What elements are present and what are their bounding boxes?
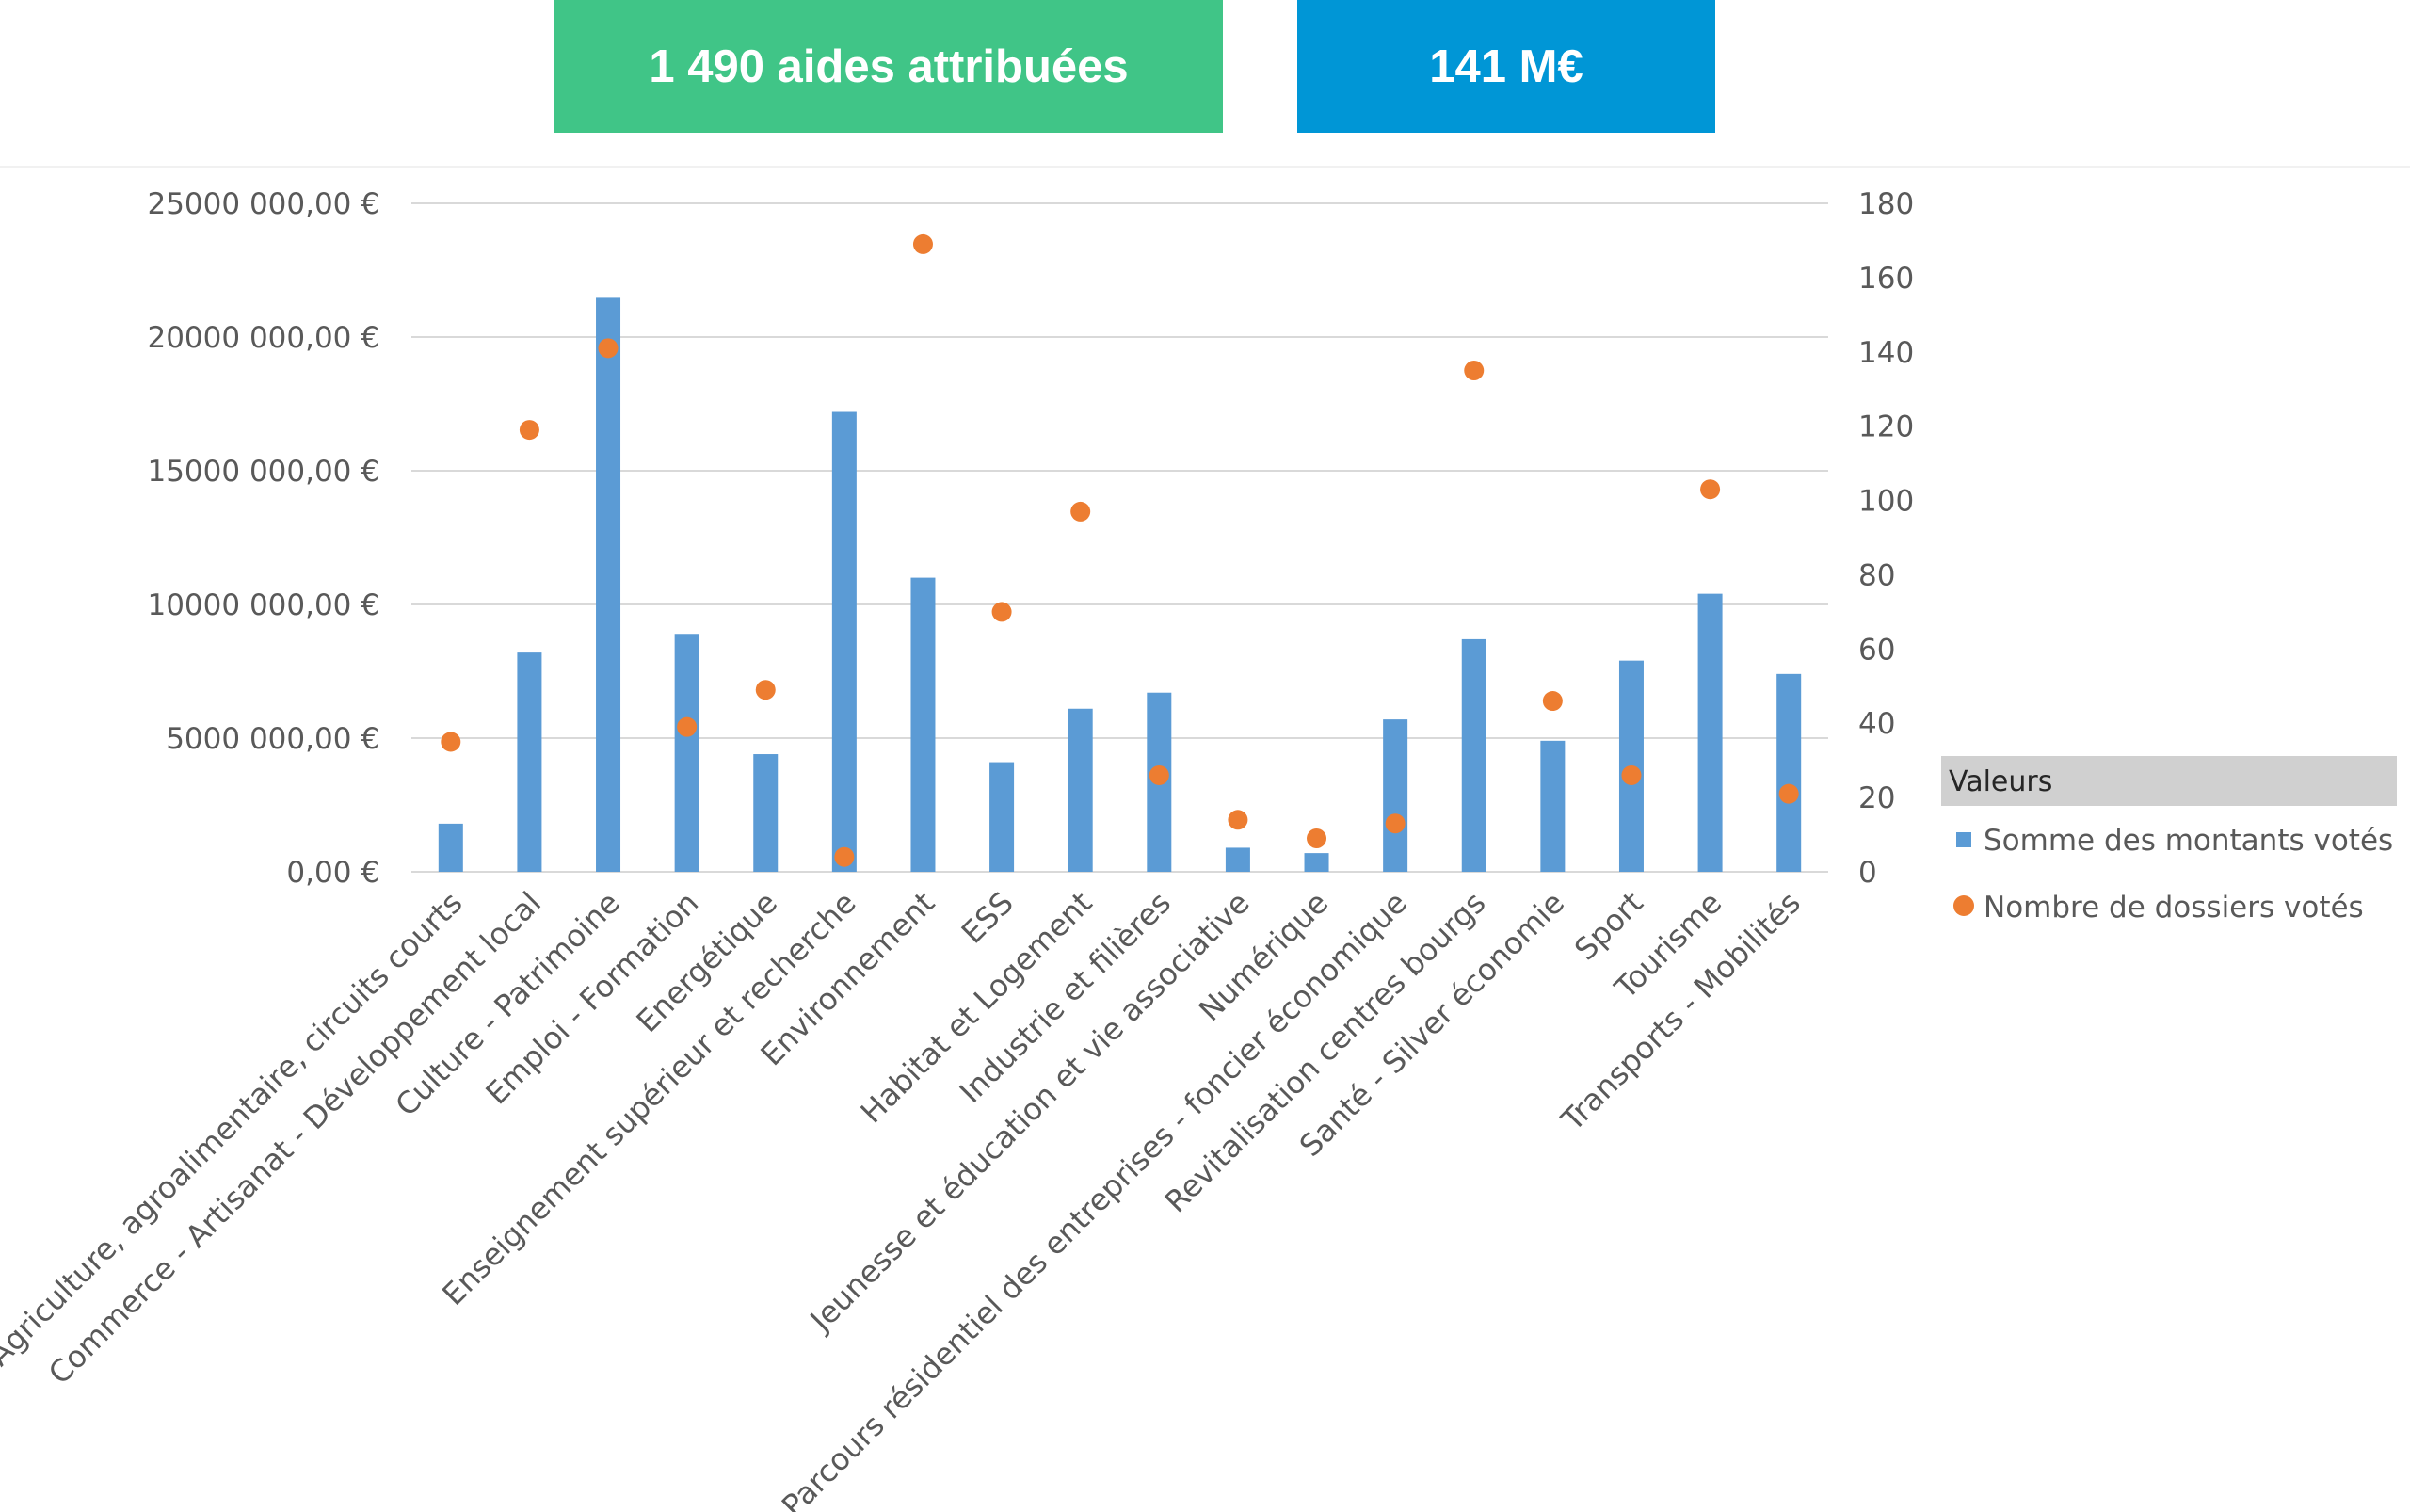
bar	[1540, 740, 1566, 872]
legend-title: Valeurs	[1949, 765, 2052, 798]
right-tick-label: 80	[1858, 558, 1895, 592]
left-tick-label: 25000 000,00 €	[147, 187, 379, 221]
legend-header	[1941, 756, 2397, 806]
data-point	[441, 732, 461, 752]
bar	[1697, 593, 1723, 872]
kpi-total-amount: 141 M€	[1297, 0, 1715, 133]
category-label: Commerce - Artisanat - Développement loc…	[41, 885, 548, 1391]
category-axis: Agriculture, agroalimentaire, circuits c…	[0, 885, 1808, 1512]
category-label: Agriculture, agroalimentaire, circuits c…	[0, 885, 469, 1373]
data-point	[1307, 828, 1327, 848]
right-tick-label: 0	[1858, 856, 1877, 890]
left-tick-label: 10000 000,00 €	[147, 588, 379, 622]
data-point	[1700, 479, 1721, 500]
data-point	[677, 716, 698, 737]
bar	[1776, 673, 1802, 872]
data-point	[519, 420, 539, 441]
bar	[1225, 847, 1250, 872]
right-tick-label: 120	[1858, 410, 1914, 444]
bar	[1461, 638, 1486, 872]
legend-dot-swatch	[1953, 895, 1974, 916]
bar	[1068, 708, 1093, 872]
gridlines	[411, 202, 1828, 873]
data-point	[912, 233, 933, 254]
left-axis: 0,00 € 5000 000,00 € 10000 000,00 € 15000 0…	[147, 187, 379, 890]
bar-series	[438, 297, 1802, 872]
data-point	[834, 846, 855, 867]
data-point	[1228, 810, 1248, 830]
bar	[438, 823, 463, 872]
left-tick-label: 5000 000,00 €	[166, 722, 379, 756]
left-tick-label: 0,00 €	[286, 856, 379, 890]
data-point	[1464, 361, 1485, 380]
data-point	[1149, 764, 1169, 785]
right-tick-label: 40	[1858, 707, 1895, 741]
right-tick-label: 60	[1858, 633, 1895, 667]
dot-series	[441, 233, 1799, 867]
kpi-aides-label: 1 490 aides attribuées	[649, 40, 1129, 92]
bar	[989, 762, 1015, 872]
bar	[910, 577, 936, 872]
left-tick-label: 20000 000,00 €	[147, 321, 379, 355]
data-point	[755, 680, 776, 700]
category-label: ESS	[955, 885, 1020, 951]
bar	[753, 754, 779, 872]
header-divider	[0, 166, 2410, 168]
bar	[1383, 719, 1408, 872]
right-tick-label: 160	[1858, 262, 1914, 296]
right-tick-label: 100	[1858, 485, 1914, 519]
legend-bar-label: Somme des montants votés	[1984, 824, 2393, 858]
data-point	[1385, 813, 1406, 834]
legend: Valeurs Somme des montants votés Nombre de…	[1941, 756, 2397, 925]
kpi-aides-count: 1 490 aides attribuées	[554, 0, 1223, 133]
data-point	[598, 338, 619, 359]
bar	[517, 652, 542, 872]
data-point	[1621, 764, 1642, 785]
bar	[674, 634, 699, 872]
data-point	[1542, 691, 1563, 712]
right-tick-label: 20	[1858, 781, 1895, 815]
bar	[596, 297, 621, 872]
left-tick-label: 15000 000,00 €	[147, 455, 379, 489]
bar	[831, 411, 857, 872]
right-tick-label: 140	[1858, 336, 1914, 370]
legend-bar-swatch	[1956, 832, 1971, 847]
kpi-montant-label: 141 M€	[1429, 40, 1583, 92]
data-point	[1778, 783, 1799, 804]
bar	[1304, 853, 1329, 872]
data-point	[1070, 501, 1091, 522]
right-tick-label: 180	[1858, 187, 1914, 221]
right-axis: 0 20 40 60 80 100 120 140 160 180	[1858, 187, 1914, 890]
legend-dot-label: Nombre de dossiers votés	[1984, 891, 2364, 925]
data-point	[991, 602, 1012, 622]
